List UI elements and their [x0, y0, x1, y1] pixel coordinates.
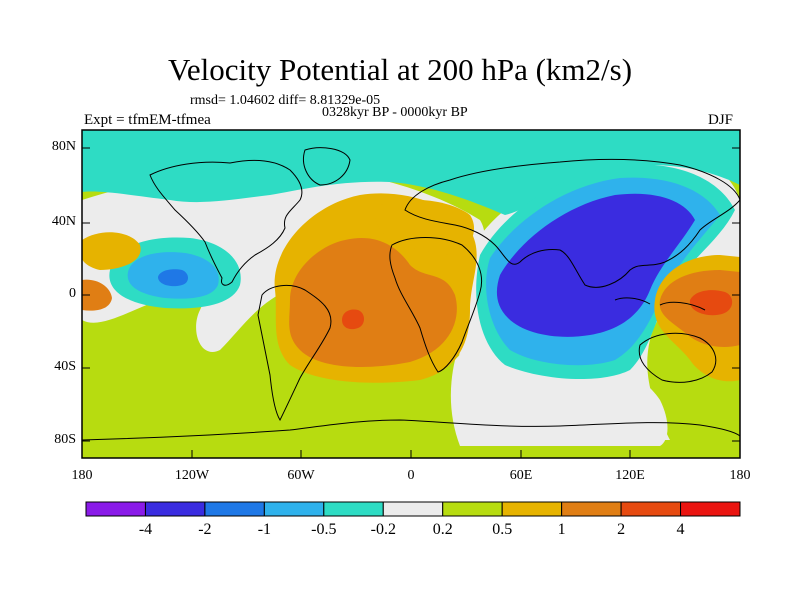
colorbar-label-3: -0.5 [311, 521, 337, 538]
lon-tick-marks [81, 450, 741, 458]
colorbar-box-7 [501, 501, 563, 517]
plot-title: Velocity Potential at 200 hPa (km2/s) [167, 52, 633, 87]
lat-label-80s: 80S [54, 432, 76, 447]
lon-label-120e: 120E [615, 468, 645, 483]
coast-greenland [303, 147, 351, 186]
lon-label-60e: 60E [509, 468, 533, 483]
colorbar-box-3 [263, 501, 325, 517]
contour-fill-layer [82, 130, 740, 458]
subtitle-stats: rmsd= 1.04602 diff= 8.81329e-05 [190, 93, 381, 108]
colorbar-box-5 [382, 501, 444, 517]
field-positive-max-westpac [689, 290, 733, 316]
coastlines [82, 147, 740, 441]
colorbar-label-2: -1 [257, 521, 272, 538]
field-positive-mid-leftedge [82, 232, 141, 270]
lat-label-40n: 40N [51, 214, 76, 229]
lat-label-40s: 40S [54, 359, 76, 374]
lat-label-80n: 80N [51, 139, 76, 154]
colorbar-box-6 [442, 501, 503, 517]
colorbar-box-2 [204, 501, 265, 517]
lon-label-120w: 120W [174, 468, 210, 483]
colorbar-box-4 [323, 501, 384, 517]
subtitle-period: 0328kyr BP - 0000kyr BP [322, 105, 468, 120]
coast-europe-asia [404, 158, 740, 288]
colorbar-label-6: 0.5 [492, 521, 513, 538]
coast-indonesia [614, 297, 706, 311]
colorbar-label-9: 4 [676, 521, 685, 538]
colorbar-box-0 [85, 501, 146, 517]
colorbar-label-1: -2 [198, 521, 212, 538]
colorbar-box-1 [144, 501, 206, 517]
colorbar-label-4: -0.2 [370, 521, 396, 538]
coast-north-america [149, 159, 303, 286]
colorbar-label-7: 1 [557, 521, 566, 538]
field-negative-weak-north [82, 130, 740, 215]
lat-tick-marks [82, 147, 740, 442]
colorbar-box-9 [620, 501, 682, 517]
lon-label-180w: 180 [71, 468, 93, 483]
field-negative-strong-indo [496, 193, 695, 337]
field-negative-pacific-core [158, 269, 188, 287]
field-positive-max-atlantic [342, 309, 364, 330]
lon-label-180e: 180 [729, 468, 751, 483]
coast-australia [638, 332, 717, 383]
season-label: DJF [708, 112, 734, 128]
lat-label-0: 0 [69, 286, 76, 301]
colorbar-label-5: 0.2 [432, 521, 453, 538]
coast-antarctica [82, 419, 740, 441]
colorbar [85, 501, 741, 517]
colorbar-box-8 [561, 501, 622, 517]
colorbar-label-8: 2 [617, 521, 626, 538]
colorbar-label-0: -4 [138, 521, 153, 538]
colorbar-box-10 [680, 501, 741, 517]
coast-south-america [257, 284, 332, 422]
lon-label-0: 0 [407, 468, 415, 483]
coast-africa [389, 237, 483, 373]
field-positive-strong-leftedge [82, 279, 112, 311]
experiment-label: Expt = tfmEM-tfmea [84, 112, 211, 128]
lon-label-60w: 60W [287, 468, 315, 483]
field-positive-strong-atlantic [289, 238, 457, 367]
